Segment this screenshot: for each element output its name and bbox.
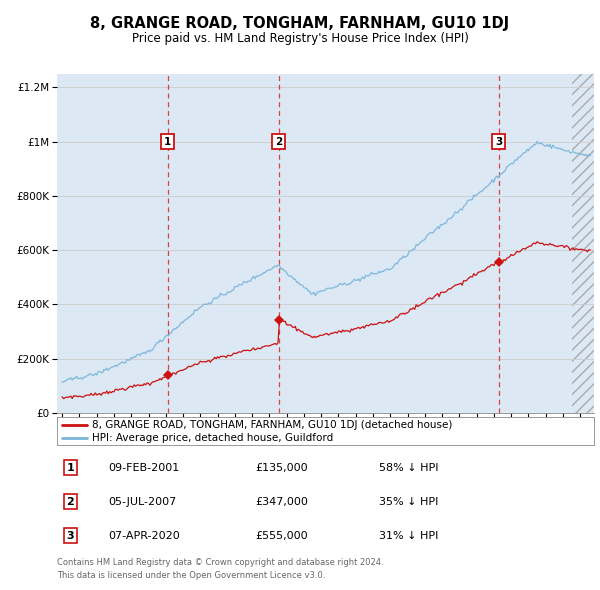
Text: 8, GRANGE ROAD, TONGHAM, FARNHAM, GU10 1DJ (detached house): 8, GRANGE ROAD, TONGHAM, FARNHAM, GU10 1… [92,419,452,430]
Text: 35% ↓ HPI: 35% ↓ HPI [379,497,439,507]
Text: 3: 3 [495,137,502,146]
Text: £135,000: £135,000 [256,463,308,473]
Text: 3: 3 [67,531,74,541]
Text: 09-FEB-2001: 09-FEB-2001 [108,463,179,473]
Text: This data is licensed under the Open Government Licence v3.0.: This data is licensed under the Open Gov… [57,571,325,579]
Text: 1: 1 [164,137,171,146]
Text: HPI: Average price, detached house, Guildford: HPI: Average price, detached house, Guil… [92,433,333,443]
Text: 2: 2 [67,497,74,507]
Text: 05-JUL-2007: 05-JUL-2007 [108,497,176,507]
Text: 2: 2 [275,137,283,146]
Text: £555,000: £555,000 [256,531,308,541]
Text: 31% ↓ HPI: 31% ↓ HPI [379,531,439,541]
Text: Price paid vs. HM Land Registry's House Price Index (HPI): Price paid vs. HM Land Registry's House … [131,32,469,45]
Text: 58% ↓ HPI: 58% ↓ HPI [379,463,439,473]
Text: Contains HM Land Registry data © Crown copyright and database right 2024.: Contains HM Land Registry data © Crown c… [57,558,383,566]
Bar [572,74,600,413]
Text: £347,000: £347,000 [256,497,308,507]
Bar [572,74,600,413]
Text: 8, GRANGE ROAD, TONGHAM, FARNHAM, GU10 1DJ: 8, GRANGE ROAD, TONGHAM, FARNHAM, GU10 1… [91,16,509,31]
Text: 1: 1 [67,463,74,473]
Text: 07-APR-2020: 07-APR-2020 [108,531,180,541]
